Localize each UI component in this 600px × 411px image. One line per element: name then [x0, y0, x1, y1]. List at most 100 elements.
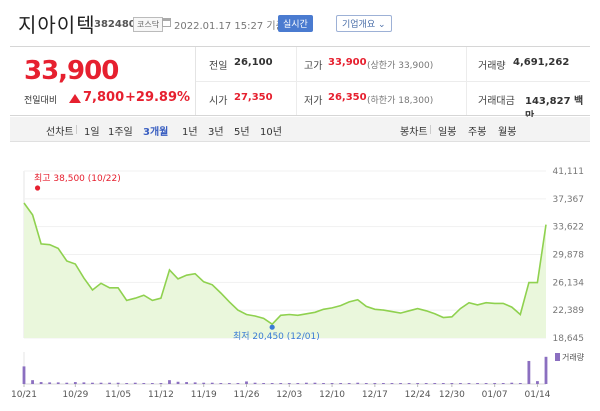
min-marker — [269, 324, 275, 330]
candle-chart-label: 봉차트 — [400, 127, 428, 138]
volume-bar — [142, 383, 146, 384]
x-tick-label: 12/17 — [362, 390, 388, 400]
volume-bar — [493, 383, 497, 384]
tab-3y[interactable]: 3년 — [208, 127, 224, 138]
volume-bar — [527, 360, 531, 384]
volume-bar — [99, 382, 103, 384]
x-tick-label: 01/07 — [482, 390, 508, 400]
volume-bar — [484, 383, 488, 384]
volume-bar — [245, 381, 248, 384]
volume-bar — [476, 383, 479, 384]
volume-bar — [399, 383, 402, 384]
market-badge: 코스닥 — [133, 17, 164, 32]
volume-bar — [304, 382, 308, 384]
price-chart: 41,111 37,367 33,622 29,878 26,134 22,389 18,6… — [0, 150, 600, 407]
y-tick-label: 26,134 — [553, 278, 585, 288]
tab-monthly[interactable]: 월봉 — [498, 127, 517, 138]
price-area — [24, 203, 546, 338]
price-panel: 33,900 전일대비 7,800 +29.89% — [10, 47, 196, 115]
volume-bar — [501, 383, 505, 384]
volume-bar — [22, 366, 26, 384]
low-value: 26,350 — [328, 92, 367, 103]
y-tick-label: 22,389 — [553, 306, 585, 316]
company-overview-button[interactable]: 기업개요 ⌄ — [336, 15, 392, 32]
y-tick-label: 29,878 — [553, 251, 585, 261]
volume-bar — [262, 383, 266, 384]
stock-code: 382480 — [94, 19, 136, 30]
high-label: 고가 — [304, 61, 323, 72]
volume-bar — [339, 383, 343, 384]
volume-bar — [159, 383, 163, 384]
y-tick-label: 33,622 — [553, 223, 585, 233]
volume-bar — [347, 383, 351, 384]
change-value: 7,800 — [83, 90, 125, 105]
volume-bar — [279, 383, 283, 384]
volume-bar — [56, 382, 60, 384]
volume-bar — [518, 383, 522, 384]
tab-10y[interactable]: 10년 — [260, 127, 282, 138]
volume-value: 4,691,262 — [513, 57, 570, 68]
volume-bar — [227, 383, 231, 384]
x-tick-label: 12/03 — [276, 390, 302, 400]
lower-limit: (하한가 18,300) — [367, 96, 434, 106]
tab-weekly[interactable]: 주봉 — [468, 127, 487, 138]
x-tick-label: 10/29 — [62, 390, 88, 400]
volume-bar — [108, 382, 111, 384]
volume-bar — [536, 381, 539, 384]
volume-bar — [39, 382, 43, 384]
volume-bar — [330, 383, 334, 384]
change-percent: +29.89% — [125, 90, 191, 105]
x-tick-label: 10/21 — [11, 390, 37, 400]
max-label: 최고 38,500 (10/22) — [34, 173, 121, 184]
realtime-button[interactable]: 실시간 — [278, 15, 313, 32]
tab-1w[interactable]: 1주일 — [108, 127, 133, 138]
volume-bar — [544, 356, 548, 384]
calendar-icon — [162, 18, 171, 27]
volume-bar — [150, 383, 154, 384]
volume-bar — [390, 383, 394, 384]
tab-daily[interactable]: 일봉 — [438, 127, 457, 138]
volume-legend-swatch — [555, 353, 560, 361]
volume-bar — [176, 381, 180, 384]
volume-bar — [270, 383, 274, 384]
x-tick-label: 12/24 — [405, 390, 431, 400]
tab-5y[interactable]: 5년 — [234, 127, 250, 138]
current-price: 33,900 — [24, 56, 119, 86]
price-line — [23, 202, 547, 326]
high-value: 33,900 — [328, 57, 367, 68]
volume-bar — [65, 382, 69, 384]
x-tick-label: 11/26 — [234, 390, 260, 400]
amount-label: 거래대금 — [478, 96, 515, 107]
low-label: 저가 — [304, 96, 323, 107]
amount-value: 143,827 백만 — [525, 96, 584, 122]
volume-label: 거래량 — [478, 61, 506, 72]
volume-bar — [433, 383, 437, 384]
quote-summary: 33,900 전일대비 7,800 +29.89% 전일 26,100 고가 3… — [10, 46, 590, 122]
volume-bar — [82, 382, 86, 384]
x-tick-label: 01/14 — [524, 390, 550, 400]
volume-bar — [373, 383, 377, 384]
volume-bar — [441, 383, 445, 384]
volume-bar — [125, 383, 129, 384]
volume-bar — [416, 383, 420, 384]
max-marker — [34, 185, 41, 191]
tab-3m[interactable]: 3개월 — [143, 127, 169, 138]
prev-close-label: 전일 — [209, 61, 228, 72]
up-arrow-icon — [69, 94, 81, 103]
volume-legend-label: 거래량 — [562, 352, 585, 362]
volume-bar — [253, 382, 257, 384]
volume-bar — [73, 382, 77, 384]
tab-1d[interactable]: 1일 — [84, 127, 100, 138]
tab-divider — [76, 125, 77, 134]
price-chart-svg: 41,111 37,367 33,622 29,878 26,134 22,389 18,6… — [11, 167, 585, 400]
tab-1y[interactable]: 1년 — [182, 127, 198, 138]
volume-bar — [133, 382, 137, 384]
x-tick-label: 12/10 — [319, 390, 345, 400]
volume-bar — [236, 383, 240, 384]
y-tick-label: 37,367 — [553, 195, 585, 205]
volume-bar — [322, 383, 325, 384]
upper-limit: (상한가 33,900) — [367, 61, 434, 71]
chart-tabs: 선차트 1일 1주일 3개월 1년 3년 5년 10년 봉차트 일봉 주봉 월봉 — [10, 117, 590, 142]
volume-bar — [193, 382, 197, 384]
stock-header: 지아이텍 382480 코스닥 2022.01.17 15:27 기준(장중) … — [0, 0, 600, 42]
